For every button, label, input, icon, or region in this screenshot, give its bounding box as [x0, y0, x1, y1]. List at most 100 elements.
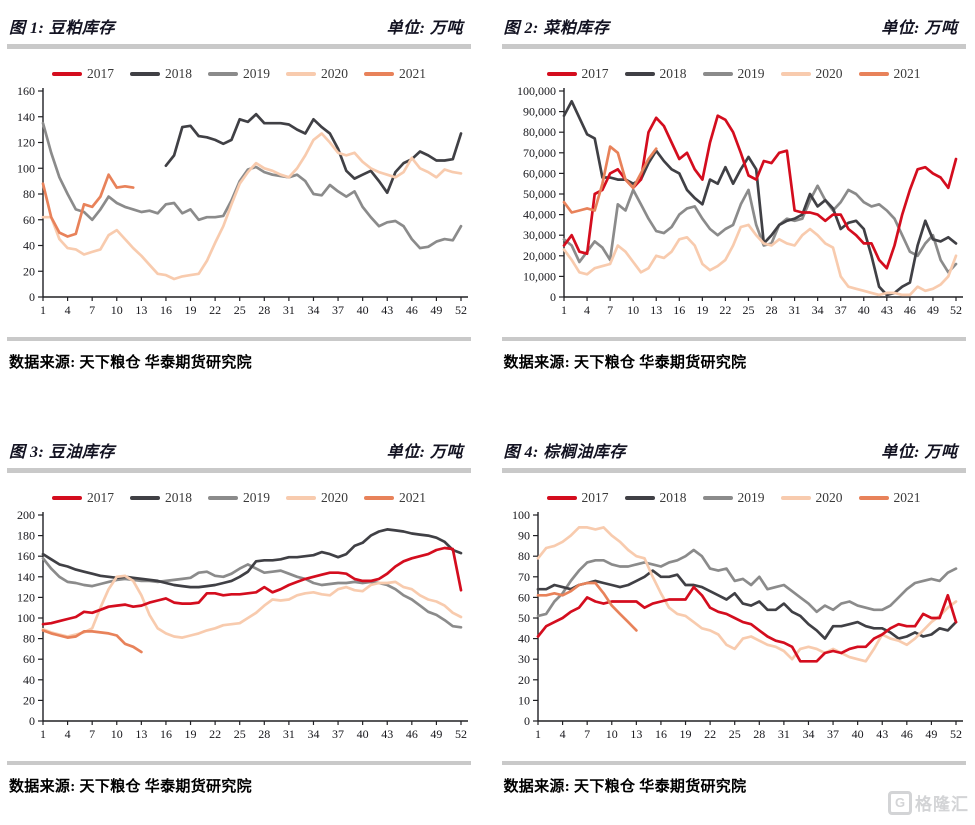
- legend-label-2019: 2019: [243, 66, 270, 81]
- series-2017-line: [536, 585, 957, 663]
- legend-label-2017: 2017: [581, 490, 609, 505]
- x-tick-label: 43: [381, 727, 393, 741]
- figure-2-unit: 单位: 万吨: [881, 20, 958, 37]
- series-2018-line: [164, 112, 463, 195]
- figure-2-header: 图 2: 菜粕库存 单位: 万吨: [502, 10, 966, 41]
- y-tick-label: 10: [518, 693, 530, 707]
- legend-swatch-2021: [364, 496, 394, 500]
- x-tick-label: 19: [679, 727, 691, 741]
- x-tick-label: 22: [209, 303, 221, 317]
- x-tick-label: 10: [605, 727, 617, 741]
- y-tick-label: 90,000: [523, 105, 556, 119]
- y-tick-label: 50,000: [523, 187, 556, 201]
- legend-swatch-2021: [858, 72, 889, 76]
- legend-label-2021: 2021: [893, 66, 921, 81]
- x-tick-label: 43: [880, 303, 892, 317]
- figure-3-source-divider: [7, 761, 471, 765]
- x-tick-label: 49: [430, 727, 442, 741]
- figure-3-legend: 2017 2018 2019 2020 2021: [7, 490, 471, 506]
- x-tick-label: 37: [834, 303, 846, 317]
- x-tick-label: 34: [811, 303, 823, 317]
- x-tick-label: 25: [742, 303, 754, 317]
- series-2017-line: [562, 114, 957, 270]
- x-tick-label: 1: [535, 727, 541, 741]
- y-tick-label: 70: [518, 570, 530, 584]
- legend-swatch-2017: [52, 72, 82, 76]
- x-tick-label: 28: [753, 727, 765, 741]
- figure-4-title: 图 4: 棕榈油库存: [503, 444, 626, 461]
- x-tick-label: 43: [876, 727, 888, 741]
- x-tick-label: 40: [857, 303, 869, 317]
- x-tick-label: 40: [357, 727, 369, 741]
- x-tick-label: 31: [283, 303, 295, 317]
- x-tick-label: 19: [185, 303, 197, 317]
- x-tick-label: 1: [40, 727, 46, 741]
- x-tick-label: 4: [65, 303, 71, 317]
- y-tick-label: 0: [550, 290, 556, 304]
- figure-2-source-divider: [501, 337, 966, 341]
- y-tick-label: 80: [518, 549, 530, 563]
- x-tick-label: 31: [777, 727, 789, 741]
- legend-item-2021: 2021: [858, 490, 921, 506]
- x-tick-label: 52: [455, 727, 467, 741]
- y-tick-label: 160: [17, 84, 35, 98]
- figure-4-header: 图 4: 棕榈油库存 单位: 万吨: [502, 434, 966, 465]
- legend-item-2018: 2018: [624, 490, 687, 506]
- series-2020-line: [562, 223, 957, 297]
- legend-item-2018: 2018: [624, 66, 687, 82]
- y-tick-label: 30,000: [523, 228, 556, 242]
- y-tick-label: 140: [17, 110, 35, 124]
- x-tick-label: 19: [696, 303, 708, 317]
- legend-label-2017: 2017: [581, 66, 609, 81]
- x-tick-label: 4: [65, 727, 71, 741]
- x-tick-label: 37: [827, 727, 839, 741]
- legend-swatch-2019: [208, 496, 238, 500]
- y-tick-label: 20: [518, 673, 530, 687]
- figure-4-source-divider: [501, 761, 966, 765]
- y-tick-label: 40: [518, 632, 530, 646]
- legend-item-2019: 2019: [208, 66, 270, 82]
- x-tick-label: 28: [258, 303, 270, 317]
- figure-4-unit: 单位: 万吨: [881, 444, 958, 461]
- y-tick-label: 20,000: [523, 249, 556, 263]
- x-tick-label: 25: [728, 727, 740, 741]
- y-tick-label: 40: [23, 673, 35, 687]
- y-tick-label: 160: [17, 549, 35, 563]
- x-tick-label: 16: [654, 727, 666, 741]
- y-tick-label: 100: [17, 161, 35, 175]
- y-tick-label: 100,000: [517, 84, 556, 98]
- x-tick-label: 25: [234, 303, 246, 317]
- y-tick-label: 120: [17, 590, 35, 604]
- figure-4-chart-plot: 0 10 20 30 40 50 60 70 80 90 100 1 4 7 10 13 16 19 22 25 28 3…: [512, 508, 963, 741]
- legend-swatch-2017: [52, 496, 82, 500]
- y-tick-label: 20: [23, 264, 35, 278]
- legend-item-2021: 2021: [858, 66, 921, 82]
- legend-label-2019: 2019: [243, 490, 270, 505]
- y-tick-label: 0: [29, 290, 35, 304]
- legend-label-2019: 2019: [737, 66, 765, 81]
- legend-label-2020: 2020: [321, 490, 348, 505]
- x-tick-label: 13: [650, 303, 662, 317]
- legend-item-2019: 2019: [208, 490, 270, 506]
- y-tick-label: 140: [17, 570, 35, 584]
- x-tick-label: 37: [332, 727, 344, 741]
- x-tick-label: 13: [135, 727, 147, 741]
- figure-2-title: 图 2: 菜粕库存: [503, 20, 610, 37]
- y-tick-label: 20: [23, 693, 35, 707]
- y-tick-label: 40,000: [523, 208, 556, 222]
- series-2020-line: [41, 132, 463, 281]
- y-tick-label: 60: [23, 213, 35, 227]
- x-tick-label: 31: [788, 303, 800, 317]
- x-tick-label: 7: [607, 303, 613, 317]
- legend-item-2020: 2020: [780, 66, 843, 82]
- legend-swatch-2018: [130, 72, 160, 76]
- legend-swatch-2018: [130, 496, 160, 500]
- x-tick-label: 52: [950, 727, 962, 741]
- y-tick-label: 60: [23, 652, 35, 666]
- series-2021-line: [41, 629, 143, 654]
- legend-swatch-2020: [780, 72, 811, 76]
- y-tick-label: 70,000: [523, 146, 556, 160]
- x-tick-label: 46: [900, 727, 912, 741]
- legend-item-2017: 2017: [52, 490, 114, 506]
- series-2018-line: [41, 528, 463, 589]
